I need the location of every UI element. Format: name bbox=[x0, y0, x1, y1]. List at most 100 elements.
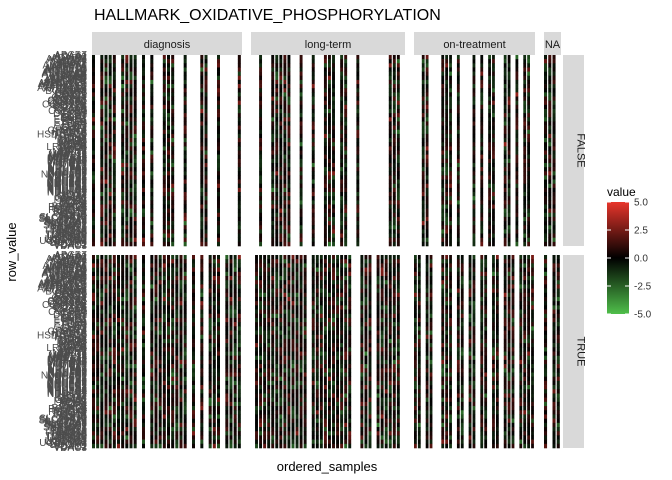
heatmap-cell bbox=[217, 117, 220, 122]
heatmap-cell bbox=[271, 267, 275, 273]
heatmap-cell bbox=[162, 267, 166, 273]
heatmap-cell bbox=[255, 259, 258, 264]
heatmap-cell bbox=[340, 309, 344, 315]
heatmap-cell bbox=[142, 401, 145, 407]
heatmap-cell bbox=[158, 435, 162, 440]
heatmap-cell bbox=[340, 301, 344, 306]
heatmap-cell bbox=[340, 288, 344, 294]
heatmap-cell bbox=[267, 393, 271, 398]
heatmap-cell bbox=[129, 96, 133, 101]
heatmap-cell bbox=[167, 385, 170, 390]
heatmap-cell bbox=[456, 75, 460, 81]
heatmap-cell bbox=[275, 406, 279, 411]
heatmap-cell bbox=[287, 317, 291, 323]
heatmap-cell bbox=[340, 216, 344, 222]
heatmap-cell bbox=[388, 288, 392, 294]
heatmap-cell bbox=[271, 418, 275, 424]
heatmap-cell bbox=[263, 280, 267, 285]
sample-column bbox=[311, 55, 315, 247]
heatmap-cell bbox=[287, 414, 291, 419]
heatmap-cell bbox=[183, 183, 187, 189]
heatmap-cell bbox=[275, 410, 279, 415]
heatmap-cell bbox=[158, 313, 162, 319]
heatmap-cell bbox=[271, 100, 275, 106]
heatmap-cell bbox=[356, 187, 360, 193]
heatmap-cell bbox=[142, 150, 145, 155]
heatmap-cell bbox=[259, 401, 263, 407]
heatmap-cell bbox=[171, 309, 175, 315]
heatmap-cell bbox=[225, 393, 229, 398]
heatmap-cell bbox=[208, 422, 212, 428]
heatmap-cell bbox=[229, 347, 233, 352]
heatmap-cell bbox=[217, 385, 220, 390]
heatmap-cell bbox=[192, 263, 195, 268]
heatmap-cell bbox=[376, 288, 380, 294]
heatmap-cell bbox=[275, 96, 279, 101]
heatmap-cell bbox=[237, 162, 241, 168]
heatmap-cell bbox=[175, 326, 179, 331]
heatmap-cell bbox=[100, 146, 104, 151]
heatmap-cell bbox=[112, 376, 116, 382]
heatmap-cell bbox=[323, 229, 327, 234]
heatmap-cell bbox=[167, 59, 170, 64]
heatmap-cell bbox=[129, 334, 133, 340]
heatmap-cell bbox=[392, 67, 396, 72]
heatmap-cell bbox=[332, 196, 335, 201]
heatmap-cell bbox=[192, 275, 195, 281]
heatmap-cell bbox=[392, 121, 396, 126]
heatmap-cell bbox=[129, 372, 133, 377]
sample-column bbox=[283, 255, 287, 449]
heatmap-cell bbox=[425, 108, 429, 114]
heatmap-cell bbox=[175, 355, 179, 361]
heatmap-cell bbox=[336, 305, 340, 310]
heatmap-cell bbox=[332, 393, 335, 398]
heatmap-cell bbox=[291, 414, 295, 419]
heatmap-cell bbox=[480, 158, 484, 164]
heatmap-cell bbox=[275, 305, 279, 310]
heatmap-cell bbox=[332, 146, 335, 151]
heatmap-cell bbox=[237, 117, 241, 122]
heatmap-cell bbox=[225, 351, 229, 356]
heatmap-cell bbox=[441, 208, 445, 214]
heatmap-cell bbox=[237, 150, 241, 155]
heatmap-cell bbox=[96, 330, 100, 336]
heatmap-cell bbox=[171, 67, 175, 72]
heatmap-cell bbox=[259, 96, 263, 101]
heatmap-cell bbox=[92, 67, 95, 72]
heatmap-cell bbox=[344, 88, 348, 93]
heatmap-cell bbox=[229, 439, 233, 445]
heatmap-cell bbox=[344, 67, 348, 72]
heatmap-cell bbox=[344, 292, 348, 298]
heatmap-cell bbox=[162, 443, 166, 449]
heatmap-cell bbox=[456, 150, 460, 155]
heatmap-cell bbox=[133, 284, 137, 289]
heatmap-cell bbox=[171, 385, 175, 390]
heatmap-cell bbox=[425, 117, 429, 122]
heatmap-cell bbox=[229, 418, 233, 424]
heatmap-cell bbox=[328, 280, 331, 285]
heatmap-cell bbox=[323, 138, 327, 143]
heatmap-cell bbox=[142, 267, 145, 273]
heatmap-cell bbox=[133, 221, 137, 226]
heatmap-cell bbox=[100, 271, 104, 277]
heatmap-cell bbox=[388, 326, 392, 331]
heatmap-cell bbox=[388, 280, 392, 285]
sample-column bbox=[154, 255, 158, 449]
heatmap-cell bbox=[175, 372, 179, 377]
heatmap-cell bbox=[380, 313, 384, 319]
heatmap-cell bbox=[208, 326, 212, 331]
heatmap-cell bbox=[287, 275, 291, 281]
heatmap-cell bbox=[295, 410, 299, 415]
heatmap-cell bbox=[275, 121, 279, 126]
heatmap-cell bbox=[200, 146, 204, 151]
heatmap-cell bbox=[121, 192, 125, 197]
heatmap-cell bbox=[319, 296, 323, 302]
heatmap-cell bbox=[129, 150, 133, 155]
heatmap-cell bbox=[328, 216, 331, 222]
heatmap-cell bbox=[100, 427, 104, 432]
heatmap-cell bbox=[263, 427, 267, 432]
heatmap-cell bbox=[441, 154, 445, 160]
heatmap-cell bbox=[100, 75, 104, 81]
heatmap-cell bbox=[108, 237, 112, 243]
heatmap-cell bbox=[208, 427, 212, 432]
